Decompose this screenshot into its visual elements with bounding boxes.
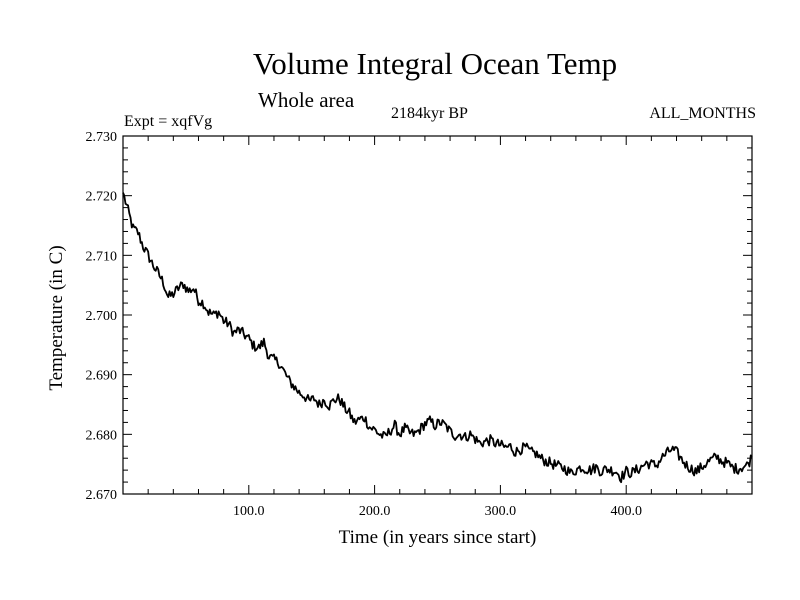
y-tick-label: 2.680 — [86, 428, 118, 443]
y-tick-label: 2.700 — [86, 309, 118, 324]
chart-subtitle: Whole area — [258, 88, 355, 112]
x-tick-label: 200.0 — [359, 504, 391, 519]
y-tick-label: 2.710 — [86, 249, 118, 264]
x-tick-label: 400.0 — [610, 504, 642, 519]
series-line — [122, 192, 753, 484]
tick-labels: 100.0 200.0 300.0 400.0 2.670 2.680 2.690 2.700… — [46, 130, 642, 548]
x-axis-title: Time (in years since start) — [339, 527, 537, 548]
y-axis-title: Temperature (in C) — [46, 245, 67, 390]
y-tick-label: 2.720 — [86, 190, 118, 205]
y-tick-label: 2.670 — [86, 488, 118, 503]
period-label: 2184kyr BP — [391, 105, 468, 122]
y-tick-label: 2.730 — [86, 130, 118, 145]
series-layer — [122, 192, 753, 484]
months-label: ALL_MONTHS — [649, 105, 756, 122]
x-tick-label: 100.0 — [233, 504, 265, 519]
y-tick-label: 2.690 — [86, 369, 118, 384]
axis-ticks — [123, 136, 752, 494]
chart-title: Volume Integral Ocean Temp — [252, 46, 618, 81]
x-tick-label: 300.0 — [485, 504, 517, 519]
experiment-label: Expt = xqfVg — [124, 113, 213, 130]
